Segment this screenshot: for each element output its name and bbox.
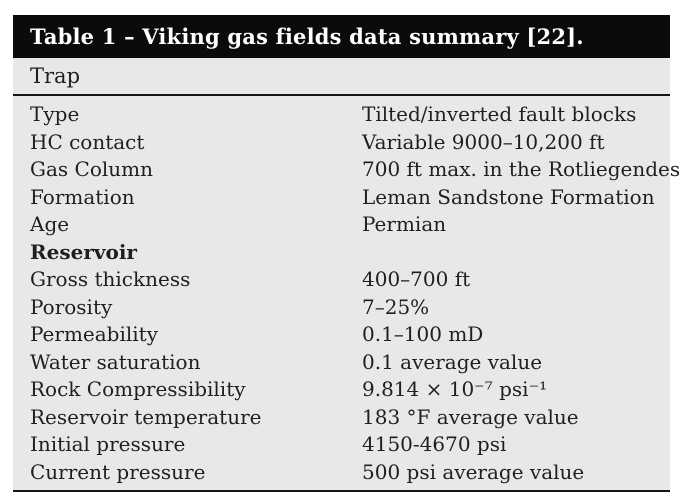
row-value: Tilted/inverted fault blocks [362, 102, 637, 126]
table-row: Age Permian [13, 211, 670, 239]
section-header-label: Trap [30, 64, 81, 88]
table-title-bar: Table 1 – Viking gas fields data summary… [13, 15, 670, 58]
table-row: Reservoir [13, 239, 670, 267]
row-label: Initial pressure [30, 432, 186, 456]
row-label: Rock Compressibility [30, 377, 246, 401]
row-value: 9.814 × 10⁻⁷ psi⁻¹ [362, 377, 548, 401]
table-row: Type Tilted/inverted fault blocks [13, 101, 670, 129]
row-value: Permian [362, 212, 447, 236]
row-label: Formation [30, 184, 135, 209]
row-label: Reservoir temperature [30, 404, 262, 429]
table-row: Gas Column 700 ft max. in the Rotliegende… [13, 156, 680, 184]
section-header-row-trap: Trap [13, 58, 670, 96]
row-label: Water saturation [30, 349, 201, 374]
table-row: Porosity 7–25% [13, 294, 670, 322]
table-body: Type Tilted/inverted fault blocks HC conta… [13, 96, 680, 492]
row-label: Gross thickness [30, 267, 191, 291]
row-value: 0.1–100 mD [362, 322, 484, 346]
row-value: 7–25% [362, 294, 430, 319]
row-label: HC contact [30, 129, 145, 154]
table-title: Table 1 – Viking gas fields data summary… [30, 24, 584, 49]
table-row: HC contact Variable 9000–10,200 ft [13, 129, 670, 157]
table-row: Reservoir temperature 183 °F average valu… [13, 404, 670, 432]
row-label: Age [30, 212, 70, 236]
row-value: 0.1 average value [362, 349, 543, 374]
row-value: 4150-4670 psi [362, 432, 507, 456]
row-value: 183 °F average value [362, 404, 579, 429]
row-value: 400–700 ft [362, 267, 471, 291]
table-row: Current pressure 500 psi average value [13, 459, 670, 487]
row-value: Variable 9000–10,200 ft [362, 129, 605, 154]
row-value: 700 ft max. in the Rotliegendes [362, 157, 680, 181]
table-1-card: Table 1 – Viking gas fields data summary… [13, 15, 680, 492]
table-row: Rock Compressibility 9.814 × 10⁻⁷ psi⁻¹ [13, 376, 670, 404]
row-value: Leman Sandstone Formation [362, 184, 655, 209]
row-label: Reservoir [30, 239, 137, 264]
row-value: 500 psi average value [362, 459, 585, 484]
table-row: Formation Leman Sandstone Formation [13, 184, 670, 212]
table-row: Permeability 0.1–100 mD [13, 321, 670, 349]
table-row: Water saturation 0.1 average value [13, 349, 670, 377]
row-label: Porosity [30, 294, 113, 319]
row-label: Gas Column [30, 157, 153, 181]
table-row: Initial pressure 4150-4670 psi [13, 431, 670, 459]
table-row: Gross thickness 400–700 ft [13, 266, 670, 294]
row-label: Permeability [30, 322, 159, 346]
row-label: Current pressure [30, 459, 206, 484]
row-label: Type [30, 102, 80, 126]
